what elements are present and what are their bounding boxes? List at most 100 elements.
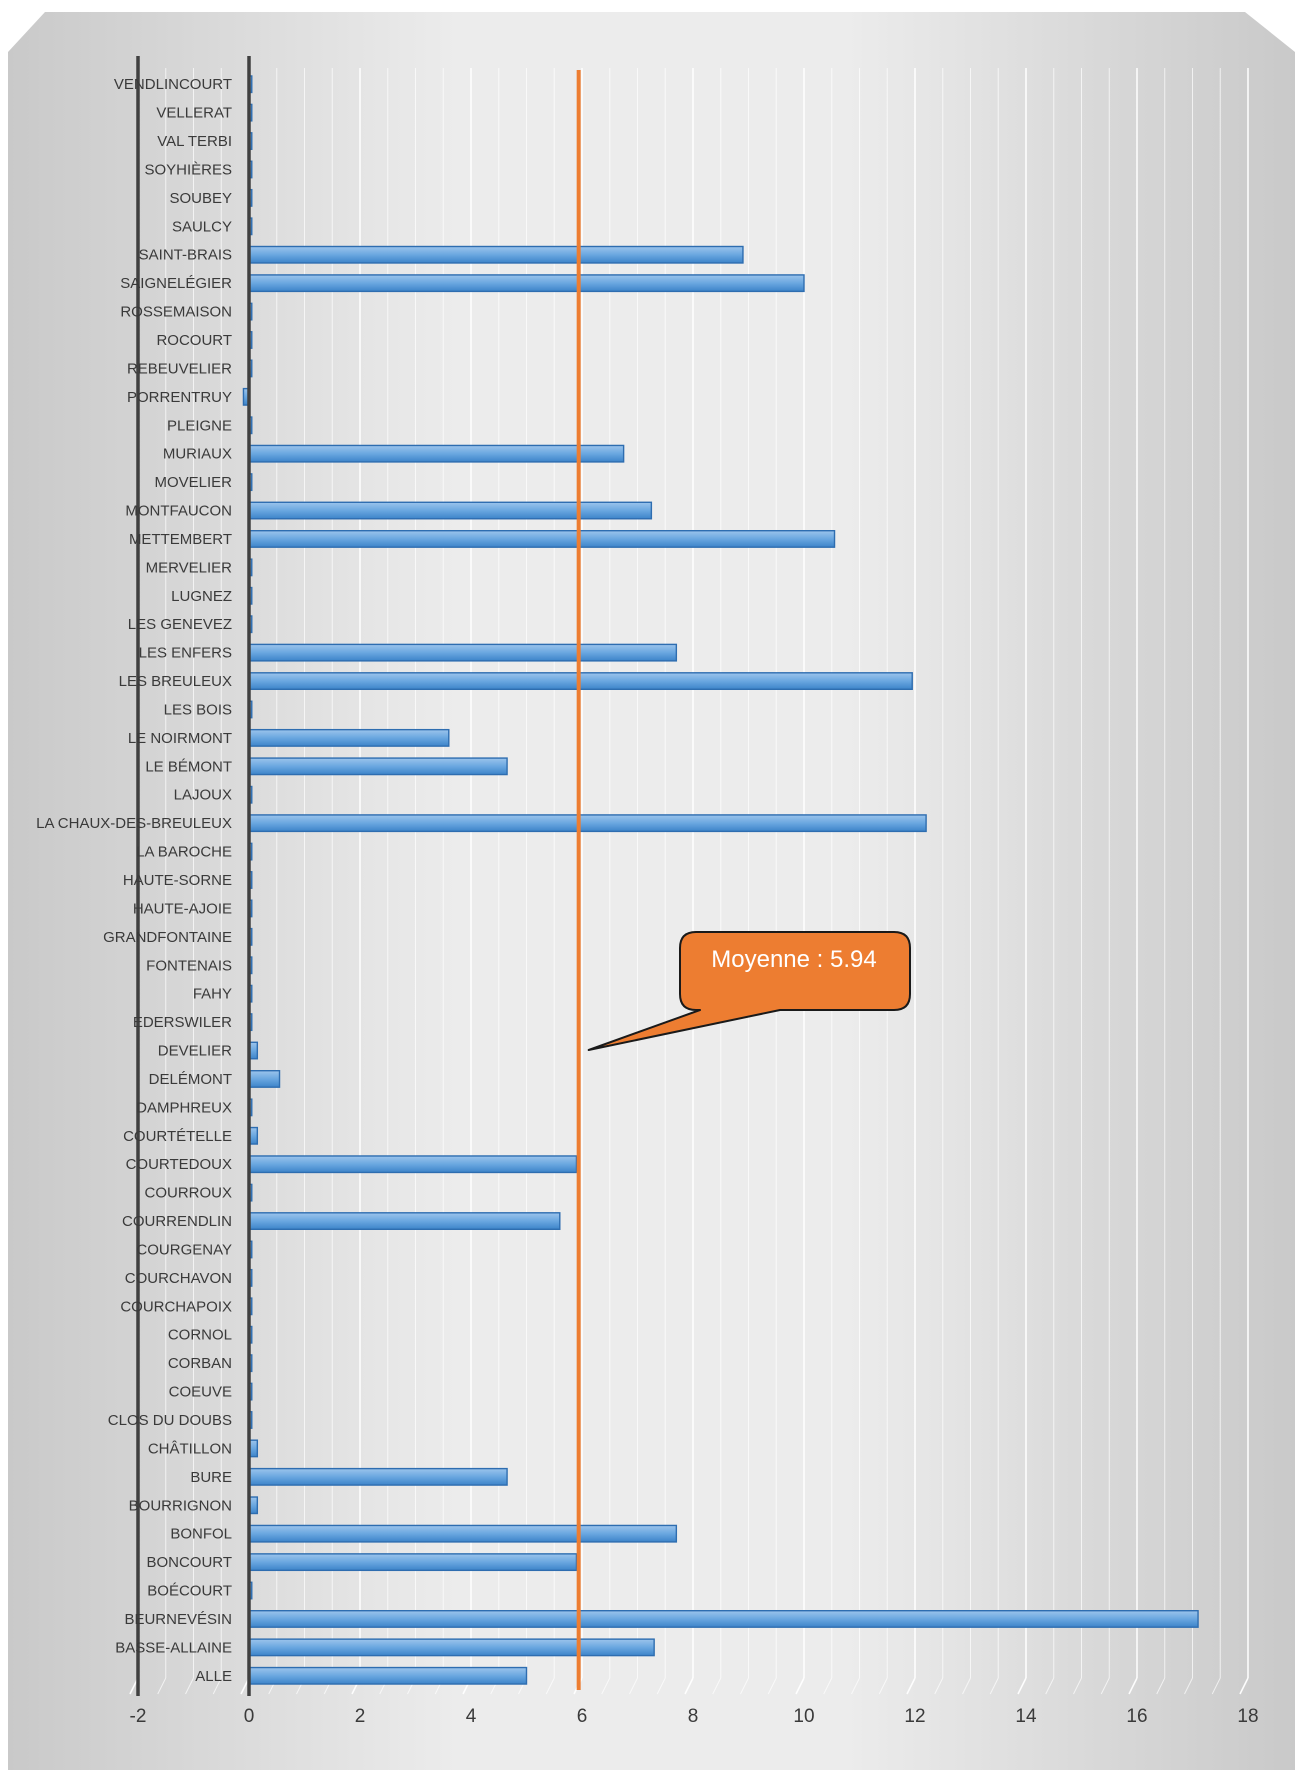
gridline-floor [656,1677,666,1695]
category-label: ALLE [195,1668,232,1685]
gridline-floor [1045,1677,1055,1695]
category-label: MONTFAUCON [125,503,232,520]
category-label: CHÂTILLON [148,1440,232,1457]
tick-label: 18 [1237,1706,1258,1727]
category-label: BONCOURT [146,1554,232,1571]
category-label: DELÉMONT [149,1071,232,1088]
gridline-floor [795,1677,805,1695]
bar [248,1638,655,1657]
gridline-floor [1128,1677,1138,1695]
category-label: BASSE-ALLAINE [115,1639,232,1656]
bar [248,1070,281,1088]
category-label: LES BOIS [164,701,232,718]
gridline-floor [545,1677,555,1695]
category-label: BOURRIGNON [129,1497,232,1514]
category-label: ROSSEMAISON [120,304,232,321]
category-label: LA BAROCHE [136,844,232,861]
category-label: BEURNEVÉSIN [124,1611,232,1628]
gridline-floor [1184,1677,1193,1695]
gridline-floor [1211,1677,1221,1695]
bar [248,444,625,463]
callout-box [587,931,911,1051]
category-label: SAULCY [172,218,232,235]
category-label: SOUBEY [169,190,232,207]
category-label: LE BÉMONT [145,758,232,775]
gridline-floor [740,1677,749,1695]
gridline-floor [962,1677,971,1695]
tick-label: 10 [793,1706,814,1727]
bar [248,530,836,548]
category-labels: ALLE BASSE-ALLAINE BEURNEVÉSIN BOÉCOURT BONC… [36,76,232,1685]
gridline-floor [185,1677,194,1695]
category-label: BONFOL [170,1526,232,1543]
gridline-floor [1073,1677,1082,1695]
category-label: COURGENAY [136,1241,232,1258]
gridline-floor [157,1677,167,1695]
category-label: HAUTE-SORNE [123,872,232,889]
gridline-floor [934,1677,944,1695]
tick-label: 0 [244,1706,255,1727]
gridline-floor [823,1677,833,1695]
category-label: EDERSWILER [133,1014,232,1031]
category-label: ROCOURT [156,332,232,349]
bar [248,1467,508,1486]
category-label: COURROUX [144,1185,232,1202]
category-label: COURRENDLIN [122,1213,232,1230]
bar [248,274,805,293]
tick-labels: -2 0 2 4 6 8 10 12 14 16 18 [130,1706,1259,1727]
tick-label: 16 [1126,1706,1147,1727]
category-label: COEUVE [169,1384,232,1401]
gridline-floor [601,1677,611,1695]
bar [248,1155,578,1174]
gridline-floor [989,1677,999,1695]
category-label: VELLERAT [156,105,232,122]
bars [242,75,1199,1685]
tick-label: 4 [466,1706,477,1727]
gridline-floor [684,1677,694,1695]
bar [248,501,653,520]
category-label: LA CHAUX-DES-BREULEUX [36,815,232,832]
tick-label: -2 [130,1706,147,1727]
gridline-floor [1239,1677,1249,1695]
callout-text: Moyenne : 5.94 [711,946,876,973]
gridline-floor [878,1677,888,1695]
category-label: REBEUVELIER [127,360,232,377]
category-label: METTEMBERT [129,531,232,548]
category-label: MERVELIER [146,559,233,576]
category-label: MURIAUX [163,446,232,463]
gridline-floor [1017,1677,1027,1695]
category-label: VENDLINCOURT [114,76,232,93]
bar [248,814,927,833]
category-label: CLOS DU DOUBS [108,1412,232,1429]
category-label: LE NOIRMONT [128,730,232,747]
axes [136,56,251,1696]
category-label: SAINT-BRAIS [139,247,232,264]
tick-label: 12 [904,1706,925,1727]
category-label: COURTÉTELLE [123,1128,232,1145]
category-label: LES ENFERS [139,645,232,662]
category-label: GRANDFONTAINE [103,929,232,946]
gridline-floor [1100,1677,1110,1695]
gridline-floor [629,1677,638,1695]
category-label: HAUTE-AJOIE [133,900,232,917]
category-label: LAJOUX [174,787,232,804]
category-label: SAIGNELÉGIER [120,275,232,292]
category-label: SOYHIÈRES [144,161,232,178]
category-label: COURCHAPOIX [120,1298,232,1315]
category-label: LUGNEZ [171,588,232,605]
category-label: DEVELIER [158,1043,232,1060]
bar [248,1553,578,1572]
category-label: LES BREULEUX [119,673,232,690]
tick-label: 14 [1015,1706,1037,1727]
bar [248,1524,678,1543]
bar [248,1212,561,1230]
gridline-floor [767,1677,777,1695]
category-label: FAHY [193,986,232,1003]
category-label: BOÉCOURT [147,1583,232,1600]
category-label: FONTENAIS [146,957,232,974]
gridline-floor [1156,1677,1166,1695]
category-label: PLEIGNE [167,417,232,434]
category-label: PORRENTRUY [127,389,232,406]
